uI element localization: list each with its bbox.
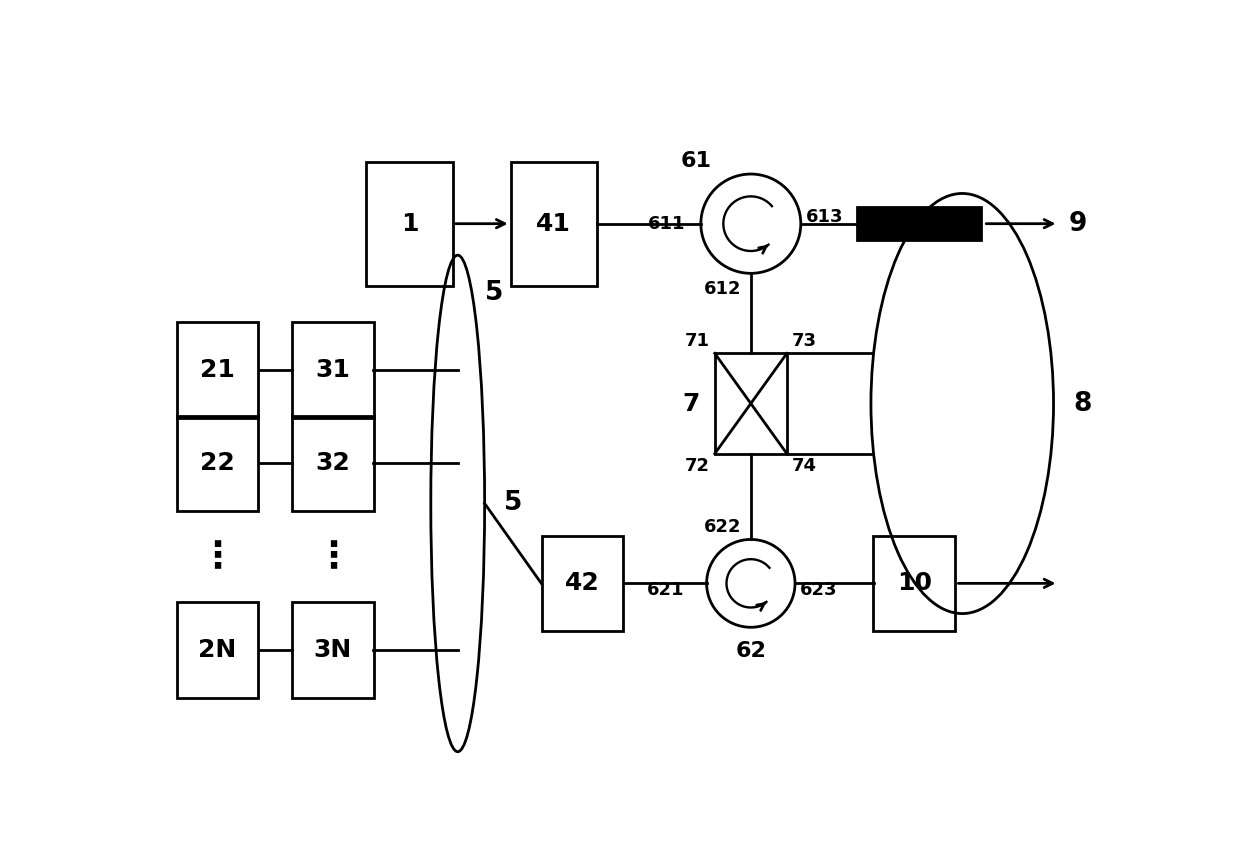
Text: 612: 612 (704, 280, 742, 298)
Text: 9: 9 (1069, 211, 1086, 237)
Text: 613: 613 (806, 208, 843, 226)
Text: 22: 22 (200, 452, 234, 476)
Text: 71: 71 (684, 332, 711, 350)
Text: 5: 5 (485, 280, 503, 306)
Bar (176, 323, 258, 418)
Text: 611: 611 (649, 215, 686, 233)
Text: 73: 73 (791, 332, 817, 350)
Text: 7: 7 (682, 392, 699, 415)
Text: 8: 8 (1073, 390, 1091, 417)
Text: 1: 1 (401, 212, 418, 235)
Text: 3N: 3N (314, 638, 352, 662)
Bar (176, 416, 258, 511)
Text: 10: 10 (897, 572, 931, 595)
Bar (367, 162, 453, 285)
Bar (542, 535, 624, 631)
Text: 623: 623 (800, 581, 837, 599)
Text: 21: 21 (200, 358, 234, 382)
Text: 5: 5 (503, 490, 522, 516)
Bar (873, 535, 955, 631)
Bar (291, 323, 373, 418)
Bar (291, 602, 373, 698)
Text: 2N: 2N (198, 638, 237, 662)
Text: 32: 32 (315, 452, 350, 476)
Text: 72: 72 (684, 457, 711, 475)
Text: 31: 31 (315, 358, 350, 382)
Text: 61: 61 (681, 151, 712, 170)
Text: 62: 62 (735, 641, 766, 661)
Bar (511, 162, 596, 285)
Text: ⋮: ⋮ (200, 540, 236, 573)
Text: 621: 621 (647, 581, 684, 599)
Text: 622: 622 (704, 518, 742, 536)
Text: 42: 42 (565, 572, 600, 595)
Text: 74: 74 (791, 457, 817, 475)
Bar (857, 207, 982, 240)
Bar (714, 354, 787, 453)
Bar (176, 602, 258, 698)
Text: ⋮: ⋮ (315, 540, 351, 573)
Bar (291, 416, 373, 511)
Text: 41: 41 (537, 212, 572, 235)
